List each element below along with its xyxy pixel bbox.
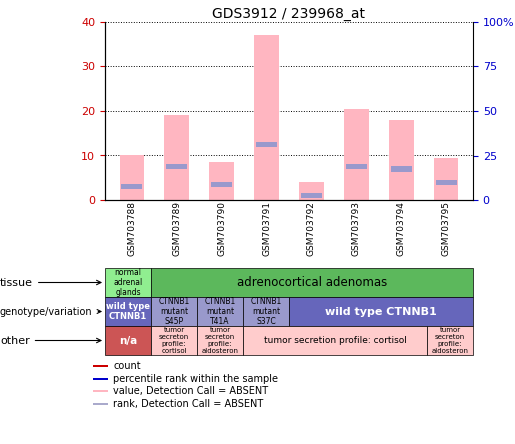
Text: CTNNB1
mutant
S45P: CTNNB1 mutant S45P [159, 297, 190, 326]
Bar [299, 182, 324, 200]
Text: adrenocortical adenomas: adrenocortical adenomas [237, 276, 387, 289]
Text: tumor secretion profile: cortisol: tumor secretion profile: cortisol [264, 336, 406, 345]
Bar [211, 182, 232, 187]
Bar [151, 297, 197, 326]
Text: value, Detection Call = ABSENT: value, Detection Call = ABSENT [113, 386, 268, 396]
Bar [436, 179, 457, 185]
Text: wild type
CTNNB1: wild type CTNNB1 [106, 302, 150, 321]
Bar [93, 403, 108, 404]
Text: CTNNB1
mutant
T41A: CTNNB1 mutant T41A [204, 297, 236, 326]
Bar [119, 155, 144, 200]
Bar [243, 326, 427, 355]
Bar [105, 297, 151, 326]
Bar [93, 390, 108, 392]
Text: n/a: n/a [119, 336, 137, 345]
Text: count: count [113, 361, 141, 371]
Bar [301, 193, 322, 198]
Text: percentile rank within the sample: percentile rank within the sample [113, 374, 278, 384]
Bar [427, 326, 473, 355]
Text: tumor
secreton
profile:
aldosteron: tumor secreton profile: aldosteron [432, 327, 469, 354]
Bar [344, 109, 369, 200]
Bar [434, 158, 458, 200]
Bar [105, 326, 151, 355]
Bar [243, 297, 289, 326]
Bar [389, 120, 414, 200]
Text: tissue: tissue [0, 278, 101, 288]
Bar [151, 268, 473, 297]
Bar [254, 36, 279, 200]
Bar [289, 297, 473, 326]
Bar [164, 115, 189, 200]
Bar [105, 268, 151, 297]
Bar [197, 297, 243, 326]
Text: tumor
secreton
profile:
cortisol: tumor secreton profile: cortisol [159, 327, 189, 354]
Text: wild type CTNNB1: wild type CTNNB1 [325, 306, 437, 317]
Text: genotype/variation: genotype/variation [0, 306, 101, 317]
Text: CTNNB1
mutant
S37C: CTNNB1 mutant S37C [250, 297, 282, 326]
Text: tumor
secreton
profile:
aldosteron: tumor secreton profile: aldosteron [201, 327, 238, 354]
Bar [197, 326, 243, 355]
Bar [166, 164, 187, 169]
Text: normal
adrenal
glands: normal adrenal glands [113, 268, 143, 297]
Bar [391, 166, 411, 171]
Bar [93, 365, 108, 367]
Text: rank, Detection Call = ABSENT: rank, Detection Call = ABSENT [113, 399, 264, 409]
Bar [151, 326, 197, 355]
Bar [256, 142, 277, 147]
Text: other: other [0, 336, 101, 345]
Bar [122, 184, 143, 189]
Bar [209, 162, 234, 200]
Bar [346, 164, 367, 169]
Title: GDS3912 / 239968_at: GDS3912 / 239968_at [213, 7, 366, 21]
Bar [93, 378, 108, 380]
